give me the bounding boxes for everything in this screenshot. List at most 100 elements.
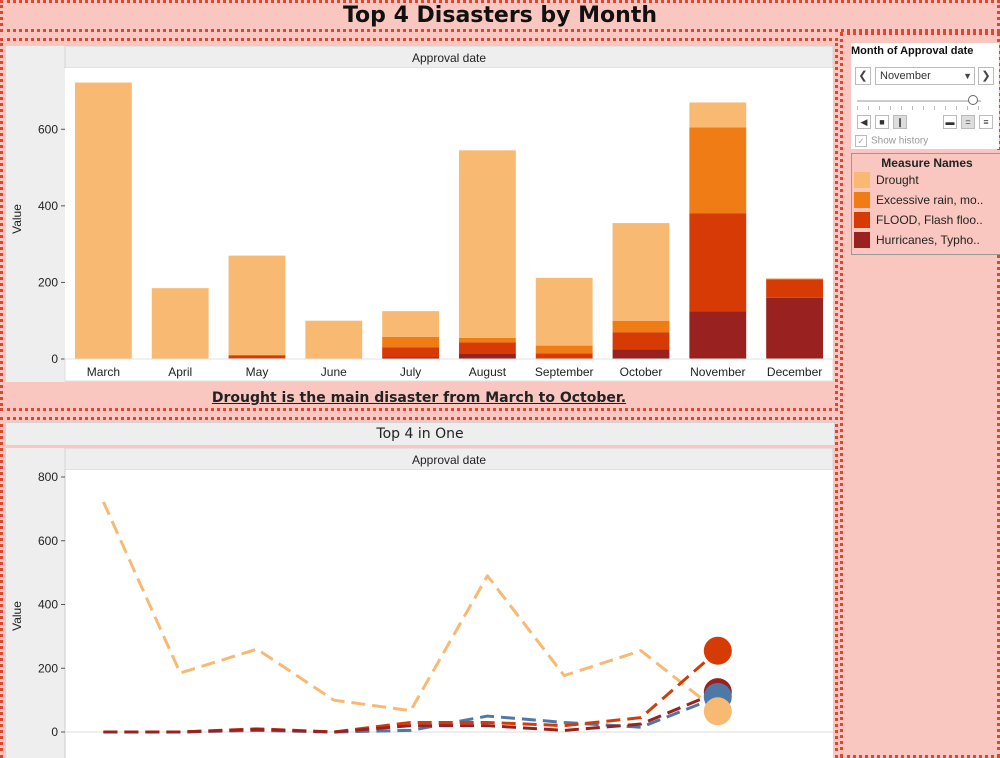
dashboard-title: Top 4 Disasters by Month [342,3,658,28]
line-chart-title: Top 4 in One [5,422,835,446]
bar-segment[interactable] [458,150,516,338]
x-tick-label: August [469,365,507,379]
month-select[interactable]: November ▼ [875,67,975,85]
speed-medium-icon[interactable]: = [961,115,975,129]
x-tick-label: May [246,365,269,379]
dashboard-title-bar: Top 4 Disasters by Month [0,0,1000,32]
bar-segment[interactable] [151,288,209,359]
legend-item[interactable]: Drought [852,170,1000,190]
play-back-icon[interactable]: ◀ [857,115,871,129]
bar-segment[interactable] [382,357,440,359]
legend-item[interactable]: Excessive rain, mo.. [852,190,1000,210]
speed-slow-icon[interactable]: ▬ [943,115,957,129]
y-axis-pane [6,448,65,758]
right-sidebar: Month of Approval date ❮ November ▼ ❯ ◀ … [840,32,1000,758]
bar-segment[interactable] [766,297,824,359]
legend-title: Measure Names [881,156,973,170]
x-tick-label: September [535,365,594,379]
filter-title: Month of Approval date [851,45,974,57]
bar-segment[interactable] [382,347,440,358]
bar-segment[interactable] [305,320,363,359]
bar-segment[interactable] [228,355,286,359]
bar-segment[interactable] [612,320,670,333]
legend-swatch [854,172,870,188]
bar-segment[interactable] [689,311,747,359]
bar-segment[interactable] [689,213,747,312]
bar-segment[interactable] [612,332,670,350]
bar-segment[interactable] [228,255,286,356]
x-tick-label: July [400,365,421,379]
x-tick-label: November [690,365,745,379]
legend-swatch [854,232,870,248]
month-select-value: November [880,70,931,82]
show-history-label: Show history [871,135,929,147]
series-end-marker[interactable] [703,636,732,665]
y-tick-label: 600 [38,534,58,548]
stop-icon[interactable]: ■ [875,115,889,129]
chevron-down-icon[interactable]: ▼ [963,71,972,81]
bar-segment[interactable] [535,277,593,346]
series-line[interactable] [103,690,719,734]
y-axis-pane [6,46,65,382]
legend-swatch [854,192,870,208]
bar-segment[interactable] [382,336,440,348]
y-axis-title: Value [10,204,24,234]
bar-segment[interactable] [74,82,132,360]
line-chart[interactable]: Approval date Value 0 200 400 600 800 [3,448,835,758]
x-tick-label: December [767,365,822,379]
chevron-right-icon[interactable]: ❯ [978,67,994,85]
bar-segment[interactable] [689,127,747,214]
x-axis-pane [64,358,834,382]
x-tick-label: March [87,365,120,379]
chevron-left-icon[interactable]: ❮ [855,67,871,85]
chart-caption: Drought is the main disaster from March … [211,390,627,406]
line-chart-panel: Top 4 in One Approval date Value 0 200 400… [0,417,838,758]
bar-segment[interactable] [766,279,824,298]
bar-segment[interactable] [689,102,747,128]
line-chart-header-label: Approval date [412,453,486,467]
x-tick-label: June [321,365,347,379]
bar-segment[interactable] [612,349,670,359]
month-filter: Month of Approval date ❮ November ▼ ❯ ◀ … [851,43,999,149]
y-tick-label: 200 [38,661,58,675]
slider-ticks [857,106,981,110]
bar-segment[interactable] [766,278,824,280]
checkbox-icon[interactable]: ✓ [855,135,867,147]
legend: Measure Names Drought Excessive rain, mo… [851,153,1000,255]
y-tick-label: 400 [38,598,58,612]
speed-fast-icon[interactable]: ≡ [979,115,993,129]
bar-segment[interactable] [458,337,516,343]
stacked-bar-chart[interactable]: Approval date Value 0 200 400 600 March Apri… [3,41,835,386]
legend-item[interactable]: FLOOD, Flash floo.. [852,210,1000,230]
line-y-axis-title: Value [10,601,24,631]
pause-icon[interactable]: ❙ [893,115,907,129]
legend-swatch [854,212,870,228]
y-tick-label: 0 [51,725,58,739]
x-tick-label: April [168,365,192,379]
x-tick-label: October [620,365,663,379]
show-history-toggle[interactable]: ✓ Show history [855,135,928,147]
legend-label: Hurricanes, Typho.. [876,233,980,247]
legend-label: Excessive rain, mo.. [876,193,984,207]
y-tick-label: 800 [38,470,58,484]
bar-segment[interactable] [612,223,670,321]
bar-segment[interactable] [535,353,593,359]
bar-segment[interactable] [458,353,516,359]
bar-segment[interactable] [458,342,516,354]
y-tick-label: 0 [51,352,58,366]
chart-header-label: Approval date [412,51,486,65]
y-tick-label: 400 [38,199,58,213]
series-line[interactable] [102,501,719,713]
month-slider-track[interactable] [857,100,981,102]
bar-segment[interactable] [535,345,593,354]
series-line[interactable] [103,649,719,734]
bar-segment[interactable] [382,311,440,337]
legend-label: Drought [876,173,919,187]
legend-label: FLOOD, Flash floo.. [876,213,983,227]
series-end-marker[interactable] [703,697,732,726]
month-slider-thumb[interactable] [968,95,978,105]
y-tick-label: 600 [38,122,58,136]
stacked-bar-panel: Approval date Value 0 200 400 600 March Apri… [0,38,838,411]
legend-item[interactable]: Hurricanes, Typho.. [852,230,1000,250]
y-tick-label: 200 [38,275,58,289]
